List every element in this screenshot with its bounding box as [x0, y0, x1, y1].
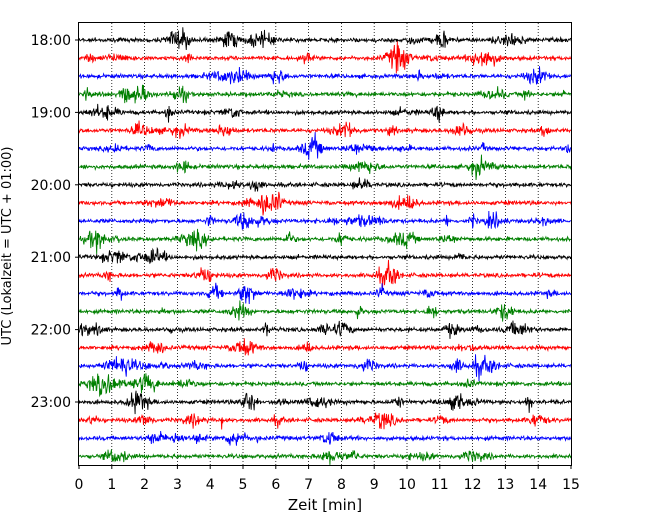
x-tick-label: 12: [464, 477, 482, 493]
trace-2345: [78, 449, 572, 465]
trace-2200: [78, 320, 572, 339]
trace-2215: [78, 338, 572, 356]
x-tick-label: 13: [496, 477, 514, 493]
trace-2115: [78, 259, 572, 289]
y-tick-label: 22:00: [31, 323, 71, 339]
trace-2330: [78, 430, 572, 446]
x-axis-ticks: 0 1 2 3 4 5 6 7 8 9 10 11 12 13 14 15: [75, 465, 580, 493]
x-tick-label: 15: [562, 477, 580, 493]
x-tick-label: 11: [431, 477, 449, 493]
trace-1815: [78, 41, 572, 74]
x-tick-label: 7: [304, 477, 313, 493]
trace-2015: [78, 191, 572, 216]
y-axis-label: UTC (Lokalzeit = UTC + 01:00): [0, 147, 15, 346]
trace-2000: [78, 177, 572, 192]
y-tick-label: 20:00: [31, 178, 71, 194]
trace-1915: [78, 120, 572, 139]
trace-2100: [78, 246, 572, 264]
x-tick-label: 1: [107, 477, 116, 493]
x-axis-label: Zeit [min]: [288, 496, 362, 514]
trace-1930: [78, 132, 572, 160]
y-tick-label: 18:00: [31, 33, 71, 49]
trace-1945: [78, 154, 572, 181]
x-tick-label: 3: [173, 477, 182, 493]
x-tick-label: 2: [140, 477, 149, 493]
trace-2300: [78, 390, 572, 415]
x-tick-label: 0: [75, 477, 84, 493]
x-tick-label: 14: [529, 477, 547, 493]
x-tick-label: 9: [370, 477, 379, 493]
trace-2230: [78, 354, 572, 382]
trace-1845: [78, 84, 572, 104]
trace-2130: [78, 282, 572, 304]
y-tick-label: 19:00: [31, 105, 71, 121]
vertical-gridlines: [111, 23, 539, 465]
x-tick-label: 4: [206, 477, 215, 493]
y-axis-ticks: 18:00 19:00 20:00 21:00 22:00 23:00: [31, 33, 79, 411]
x-tick-label: 8: [337, 477, 346, 493]
x-tick-label: 5: [239, 477, 248, 493]
x-tick-label: 10: [398, 477, 416, 493]
trace-1800: [78, 27, 572, 51]
trace-2145: [78, 300, 572, 322]
y-tick-label: 21:00: [31, 250, 71, 266]
trace-2045: [78, 228, 572, 254]
trace-2315: [78, 412, 572, 430]
seismic-traces: [78, 27, 572, 465]
trace-1830: [78, 66, 572, 85]
plot-frame: [78, 22, 572, 466]
trace-1900: [78, 103, 572, 123]
trace-2030: [78, 210, 572, 230]
trace-2245: [78, 373, 572, 398]
x-tick-label: 6: [271, 477, 280, 493]
y-tick-label: 23:00: [31, 395, 71, 411]
